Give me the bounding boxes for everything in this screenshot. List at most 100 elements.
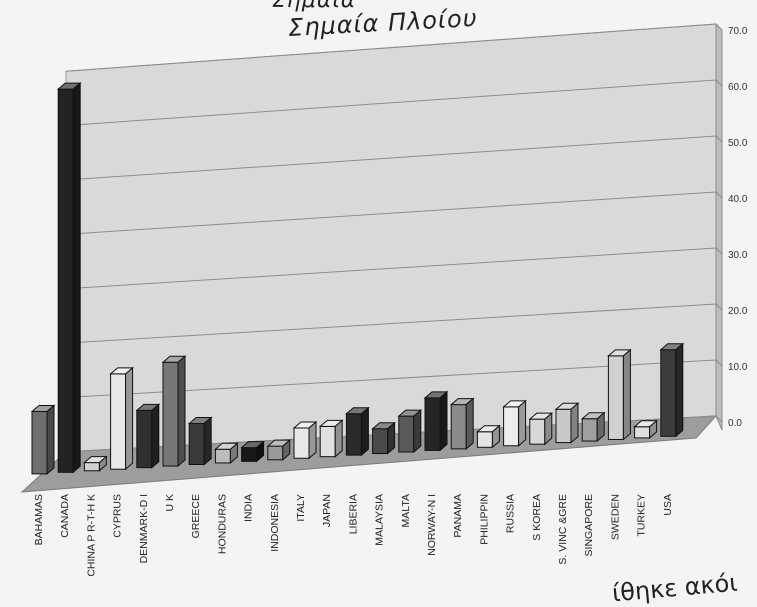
bar-side (570, 402, 579, 444)
bar-side (151, 403, 160, 469)
category-label: CYPRUS (112, 494, 124, 538)
gridline-side (715, 303, 723, 311)
bar-side (125, 366, 134, 471)
bar (319, 425, 336, 458)
bar (31, 410, 48, 475)
bar-side (413, 408, 422, 454)
gridline (65, 247, 717, 290)
bar (110, 373, 127, 470)
bar-side (72, 82, 81, 474)
bar (345, 413, 362, 456)
category-label: GREECE (190, 494, 202, 538)
bar-side (518, 399, 527, 447)
bar (424, 397, 441, 451)
bar-side (675, 342, 684, 438)
bar-side (46, 404, 55, 475)
bar-side (256, 440, 265, 463)
bar-side (649, 419, 658, 439)
category-label: USA (662, 494, 674, 516)
bar (634, 426, 651, 439)
y-tick-label: 0.0 (728, 418, 742, 429)
bar-side (229, 442, 238, 465)
bar (607, 355, 624, 440)
bar (57, 88, 74, 473)
gridline (65, 303, 717, 344)
category-label: RUSSIA (505, 494, 517, 533)
category-label: S. VINC &GRE (557, 494, 569, 565)
bar (503, 406, 520, 447)
bar-side (203, 416, 212, 466)
category-label: SWEDEN (609, 494, 621, 540)
bar (83, 462, 100, 472)
category-label: SINGAPORE (583, 494, 595, 556)
bar-side (544, 412, 553, 446)
category-label: NORWAY-N I (426, 494, 438, 556)
bar (162, 361, 179, 467)
bar (529, 418, 546, 445)
gridline-side (715, 191, 723, 199)
bar-side (491, 424, 500, 449)
bar (398, 415, 415, 453)
gridline (65, 79, 717, 127)
chart-title-partial: Σημαία (272, 0, 357, 13)
category-label: CHINA P R-T-H K (85, 494, 97, 577)
category-label: PANAMA (452, 494, 464, 538)
bar-side (596, 411, 605, 443)
gridline (65, 135, 717, 181)
bar-side (465, 397, 474, 450)
gridline-side (715, 359, 723, 367)
bar-side (334, 419, 343, 458)
category-label: INDONESIA (269, 494, 281, 552)
category-label: MALTA (400, 494, 412, 527)
bar (214, 448, 231, 464)
gridline-side (715, 79, 723, 87)
gridline-side (715, 247, 723, 255)
category-label: JAPAN (321, 494, 333, 527)
bar-side (387, 421, 396, 455)
bar (241, 447, 258, 462)
y-tick-label: 10.0 (728, 362, 748, 373)
bar (372, 428, 389, 455)
y-tick-label: 70.0 (728, 26, 748, 37)
category-label: PHILIPPIN (478, 494, 490, 545)
category-label: S KOREA (531, 494, 543, 541)
category-label: DENMARK-D I (138, 494, 150, 563)
bar (293, 427, 310, 459)
bar-side (439, 390, 448, 452)
y-tick-label: 30.0 (728, 250, 748, 261)
category-label: INDIA (243, 494, 255, 522)
y-tick-label: 20.0 (728, 306, 748, 317)
bar (476, 431, 493, 448)
bar-side (622, 348, 631, 441)
category-label: HONDURAS (216, 494, 228, 554)
gridline-side (715, 415, 723, 423)
category-label: BAHAMAS (33, 494, 45, 545)
bar (188, 422, 205, 465)
bar-side (360, 406, 369, 457)
bar-side (282, 438, 291, 461)
bar-side (308, 420, 317, 460)
category-label: ITALY (295, 494, 307, 522)
y-tick-label: 40.0 (728, 194, 748, 205)
gridline (65, 191, 717, 235)
category-label: CANADA (59, 494, 71, 538)
bar (267, 445, 284, 461)
y-tick-label: 60.0 (728, 82, 748, 93)
bar (581, 418, 598, 442)
bar (450, 404, 467, 450)
bar-side (177, 355, 186, 468)
category-label: LIBERIA (347, 494, 359, 534)
y-tick-label: 50.0 (728, 138, 748, 149)
bar-side (98, 455, 107, 472)
bar (660, 349, 677, 437)
gridline-side (715, 23, 723, 31)
category-label: MALAYSIA (374, 494, 386, 546)
category-label: TURKEY (636, 494, 648, 537)
gridline-side (715, 135, 723, 143)
gridline (65, 23, 717, 72)
category-label: U K (164, 494, 176, 512)
bar (136, 409, 153, 469)
bar (555, 408, 572, 444)
